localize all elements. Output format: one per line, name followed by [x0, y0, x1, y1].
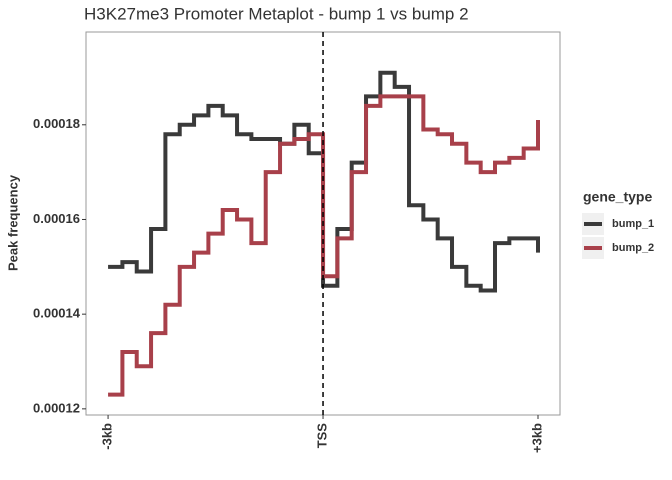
y-tick-label: 0.00016: [33, 211, 80, 226]
legend-label: bump_1: [612, 218, 654, 230]
y-tick-label: 0.00012: [33, 400, 80, 415]
chart-title: H3K27me3 Promoter Metaplot - bump 1 vs b…: [84, 4, 469, 23]
x-tick-label: -3kb: [100, 423, 115, 450]
x-tick-label: TSS: [314, 423, 329, 449]
y-tick-label: 0.00018: [33, 116, 80, 131]
legend-title: gene_type: [583, 189, 652, 205]
legend-label: bump_2: [612, 242, 654, 254]
y-axis-label: Peak frequency: [5, 174, 20, 271]
y-tick-label: 0.00014: [33, 306, 81, 321]
x-tick-label: +3kb: [529, 423, 544, 453]
